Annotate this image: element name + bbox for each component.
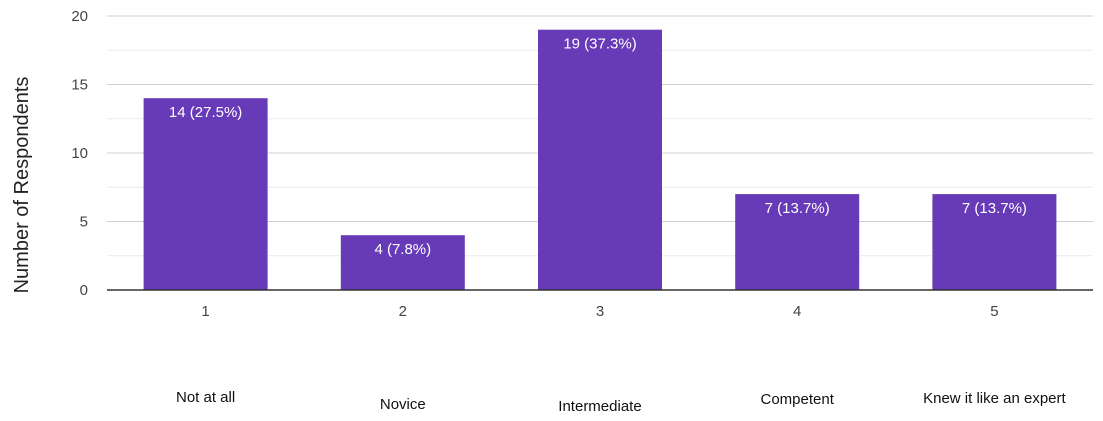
bar-chart: 14 (27.5%) 4 (7.8%) 19 (37.3%) 7 (13.7%) 7 (…	[11, 8, 1093, 320]
bar-2	[340, 235, 465, 290]
x-tick-label-3: 3	[596, 303, 604, 320]
y-tick-label: 10	[71, 145, 88, 162]
x-tick-label-4: 4	[793, 303, 801, 320]
category-description-1: Not at all	[175, 389, 236, 406]
x-axis-ticks: 1 2 3 4 5	[201, 303, 998, 320]
y-axis-label: Number of Respondents	[11, 77, 33, 294]
x-tick-label-1: 1	[201, 303, 209, 320]
category-description-4: Competent	[760, 391, 834, 408]
x-tick-label-2: 2	[399, 303, 407, 320]
y-axis-ticks: 0 5 10 15 20	[71, 8, 88, 299]
y-tick-label: 5	[80, 214, 88, 231]
bar-4	[735, 194, 860, 290]
y-tick-label: 0	[80, 282, 88, 299]
data-label-2: 4 (7.8%)	[374, 241, 431, 258]
data-label-1: 14 (27.5%)	[169, 104, 242, 121]
data-label-5: 7 (13.7%)	[962, 200, 1027, 217]
x-tick-label-5: 5	[990, 303, 998, 320]
bar-3	[538, 29, 662, 290]
data-labels: 14 (27.5%) 4 (7.8%) 19 (37.3%) 7 (13.7%) 7 (…	[169, 36, 1027, 259]
category-description-5: Knew it like an expert	[923, 390, 1066, 407]
bar-1	[143, 98, 268, 290]
bar-5	[932, 194, 1057, 290]
category-description-3: Intermediate	[558, 398, 642, 415]
y-tick-label: 15	[71, 77, 88, 94]
category-description-2: Novice	[379, 396, 426, 413]
data-label-3: 19 (37.3%)	[563, 36, 636, 53]
bars	[143, 29, 1057, 290]
data-label-4: 7 (13.7%)	[765, 200, 830, 217]
y-tick-label: 20	[71, 8, 88, 25]
